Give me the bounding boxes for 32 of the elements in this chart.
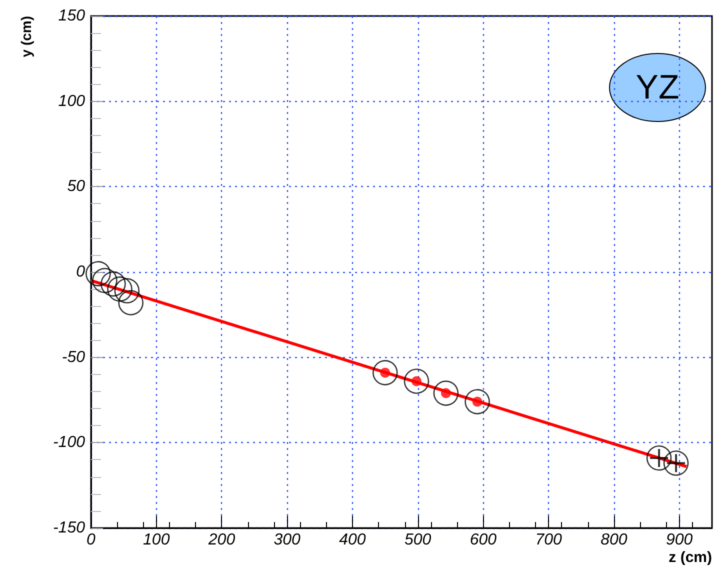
point [107, 276, 132, 302]
x-tick-label: 200 [207, 532, 236, 548]
x-axis-title: z (cm) [668, 549, 712, 566]
point [114, 278, 140, 304]
x-tick-label: 800 [600, 532, 628, 548]
x-tick-label: 300 [274, 532, 301, 548]
x-tick-label: 0 [86, 532, 96, 548]
y-tick-label: 50 [67, 178, 86, 196]
x-tick-label: 600 [470, 532, 497, 548]
point [92, 268, 118, 294]
point [404, 368, 430, 394]
x-tick-label: 500 [404, 532, 432, 548]
y-tick-label: -100 [52, 434, 86, 452]
x-tick-label: 700 [535, 532, 562, 548]
y-tick-label: 0 [76, 264, 86, 280]
y-tick-label: -150 [52, 520, 86, 536]
y-axis-title: y (cm) [18, 16, 34, 58]
point [663, 450, 689, 476]
point [100, 271, 126, 297]
annotation: YZ [636, 68, 680, 106]
point [118, 290, 144, 316]
point [464, 389, 490, 414]
x-tick-label: 900 [666, 532, 693, 548]
point [433, 380, 459, 406]
y-tick-label: 100 [58, 92, 86, 110]
y-tick-label: 150 [58, 8, 86, 24]
point [372, 360, 398, 386]
y-tick-label: -50 [62, 348, 86, 366]
point [646, 445, 672, 471]
x-tick-label: 400 [339, 532, 366, 548]
x-tick-label: 100 [143, 532, 170, 548]
point [86, 261, 111, 286]
